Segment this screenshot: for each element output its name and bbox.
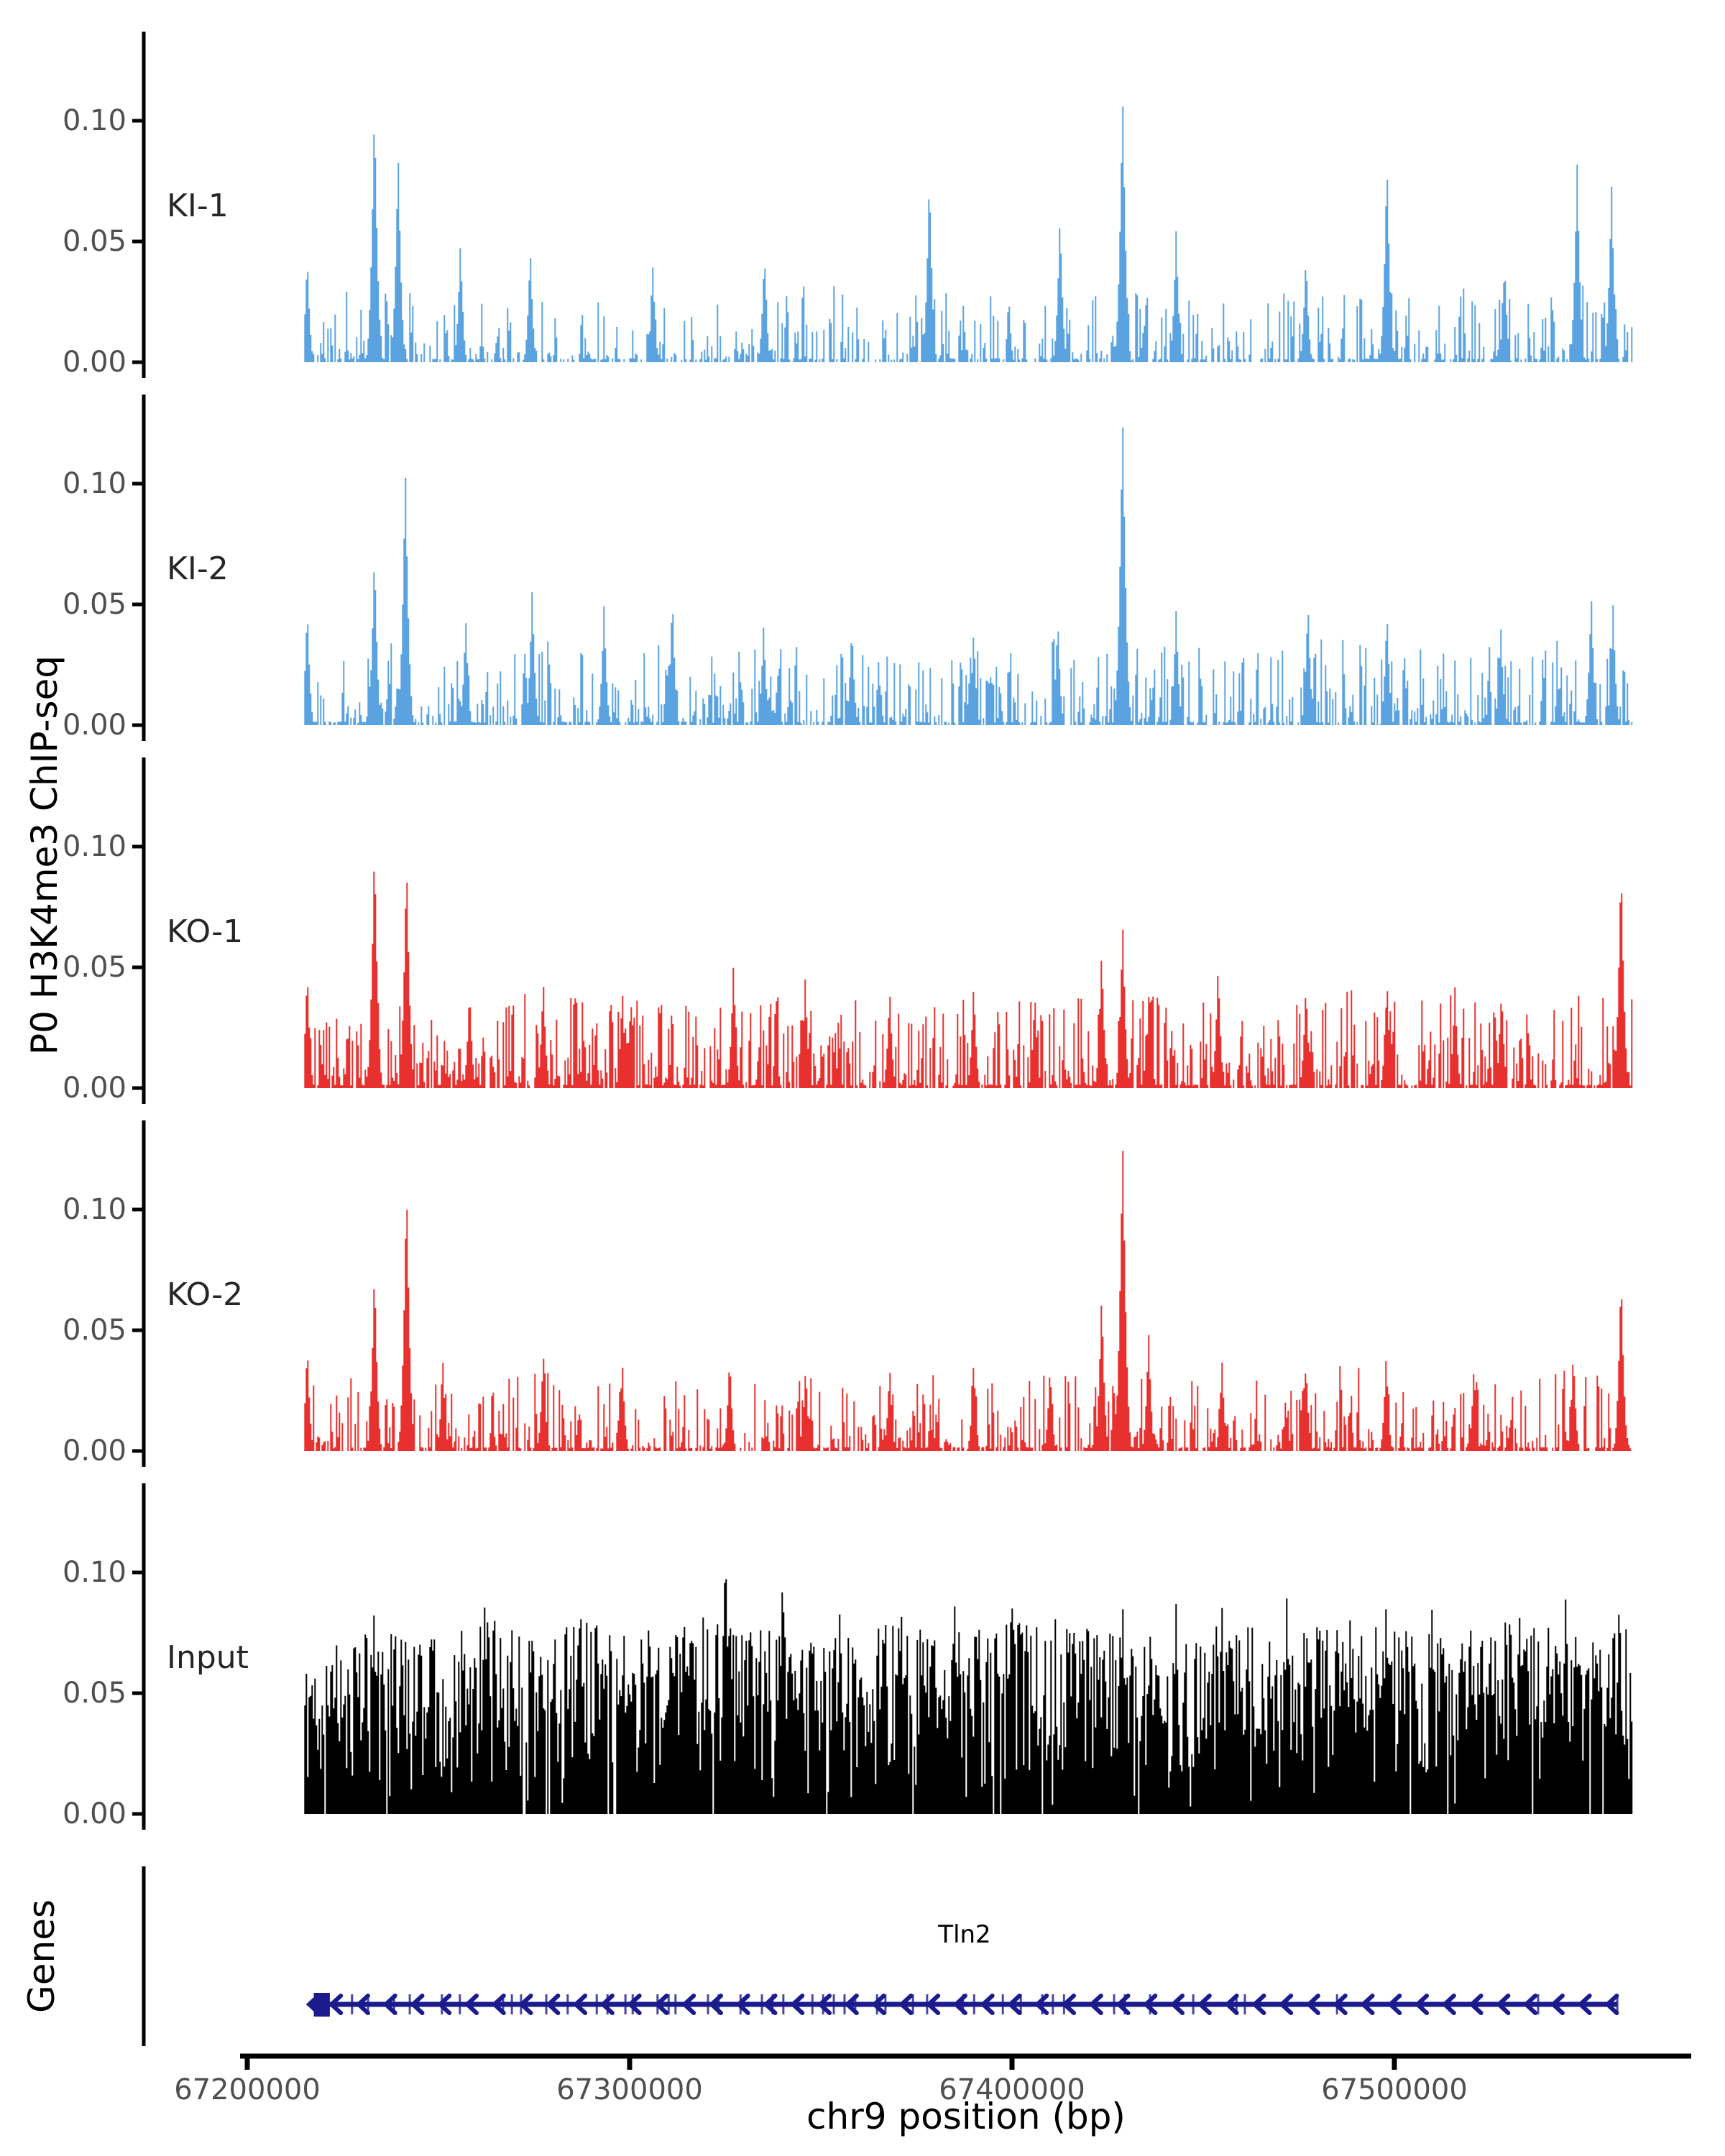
gene-strand-arrow: [1061, 1994, 1077, 2015]
gene-strand-arrow: [1224, 1994, 1239, 2015]
y-tick-label: 0.00: [62, 1797, 126, 1830]
gene-strand-arrow: [654, 1994, 669, 2015]
gene-strand-arrow: [382, 1994, 397, 2015]
y-tick-label: 0.05: [62, 1314, 126, 1347]
x-tick-label: 67400000: [939, 2073, 1085, 2106]
track-label-KO-2: KO-2: [167, 1276, 244, 1313]
gene-strand-arrow: [572, 1994, 588, 2015]
y-tick-label: 0.10: [62, 1556, 126, 1589]
gene-strand-arrow: [816, 1994, 832, 2015]
genes-panel-title: Genes: [21, 1899, 63, 2014]
gene-strand-arrow: [844, 1994, 859, 2015]
y-tick-label: 0.00: [62, 1072, 126, 1105]
gene-strand-arrow: [735, 1994, 750, 2015]
gene-strand-arrow: [1034, 1994, 1049, 2015]
signal-bars-KO-2: [304, 1151, 1632, 1451]
x-axis-title: chr9 position (bp): [806, 2096, 1126, 2137]
gene-strand-arrow: [627, 1994, 642, 2015]
x-axis: [240, 2053, 1691, 2070]
gene-strand-arrow: [952, 1994, 967, 2015]
gene-strand-arrow: [1169, 1994, 1185, 2015]
gene-strand-arrow: [1468, 1994, 1484, 2015]
track-KO-1: [132, 757, 1633, 1104]
gene-strand-arrow: [681, 1994, 696, 2015]
y-tick-label: 0.05: [62, 1677, 126, 1710]
gene-strand-arrow: [1360, 1994, 1375, 2015]
y-tick-label: 0.10: [62, 467, 126, 500]
gene-name-label: Tln2: [938, 1920, 991, 1949]
gene-strand-arrow: [789, 1994, 805, 2015]
x-tick-label: 67300000: [556, 2073, 703, 2106]
gene-strand-arrow: [763, 1994, 778, 2015]
track-Input: [132, 1483, 1633, 1830]
gene-strand-arrow: [410, 1994, 425, 2015]
gene-strand-arrow: [1142, 1994, 1158, 2015]
gene-strand-arrow: [328, 1994, 344, 2015]
gene-strand-arrow: [925, 1994, 941, 2015]
y-tick-label: 0.05: [62, 951, 126, 984]
track-label-KO-1: KO-1: [167, 913, 244, 950]
y-tick-label: 0.10: [62, 104, 126, 137]
gene-strand-arrow: [1305, 1994, 1320, 2015]
track-KI-2: [132, 395, 1633, 741]
gene-strand-arrow: [898, 1994, 914, 2015]
gene-strand-arrow: [1522, 1994, 1538, 2015]
y-tick-label: 0.10: [62, 1193, 126, 1226]
track-label-KI-1: KI-1: [167, 188, 229, 224]
y-tick-label: 0.00: [62, 1434, 126, 1468]
signal-bars-Input: [304, 1579, 1633, 1814]
gene-strand-arrow: [1088, 1994, 1103, 2015]
gene-strand-arrow: [305, 1994, 321, 2015]
gene-strand-arrow: [1278, 1994, 1294, 2015]
gene-strand-arrow: [464, 1994, 479, 2015]
gene-strand-arrow: [1550, 1994, 1565, 2015]
track-label-Input: Input: [167, 1639, 249, 1676]
y-tick-label: 0.05: [62, 588, 126, 621]
gene-strand-arrow: [1577, 1994, 1592, 2015]
gene-strand-arrow: [1414, 1994, 1430, 2015]
gene-strand-arrow: [708, 1994, 723, 2015]
x-tick-label: 67500000: [1321, 2073, 1468, 2106]
gene-strand-arrow: [518, 1994, 533, 2015]
y-tick-label: 0.10: [62, 830, 126, 863]
signal-bars-KI-1: [304, 106, 1633, 362]
gene-strand-arrow: [1604, 1994, 1619, 2015]
gene-strand-arrow: [599, 1994, 615, 2015]
x-tick-label: 67200000: [174, 2073, 321, 2106]
gene-strand-arrow: [1495, 1994, 1511, 2015]
track-KO-2: [132, 1120, 1632, 1467]
signal-bars-KO-1: [304, 871, 1633, 1088]
y-tick-label: 0.05: [62, 225, 126, 258]
signal-bars-KI-2: [304, 427, 1633, 725]
y-tick-label: 0.00: [62, 709, 126, 742]
track-label-KI-2: KI-2: [167, 550, 229, 587]
gene-strand-arrow: [1007, 1994, 1022, 2015]
gene-strand-arrow: [491, 1994, 506, 2015]
gene-strand-arrow: [1386, 1994, 1402, 2015]
y-tick-label: 0.00: [62, 346, 126, 379]
gene-strand-arrow: [871, 1994, 886, 2015]
gene-strand-arrow: [1197, 1994, 1212, 2015]
gene-strand-arrow: [1116, 1994, 1131, 2015]
gene-strand-arrow: [1251, 1994, 1266, 2015]
gene-strand-arrow: [1333, 1994, 1348, 2015]
gene-strand-arrow: [355, 1994, 370, 2015]
gene-strand-arrow: [1441, 1994, 1456, 2015]
gene-strand-arrow: [436, 1994, 452, 2015]
track-KI-1: [132, 32, 1633, 378]
genes-panel: [142, 1866, 1619, 2046]
gene-strand-arrow: [980, 1994, 995, 2015]
gene-strand-arrow: [545, 1994, 561, 2015]
